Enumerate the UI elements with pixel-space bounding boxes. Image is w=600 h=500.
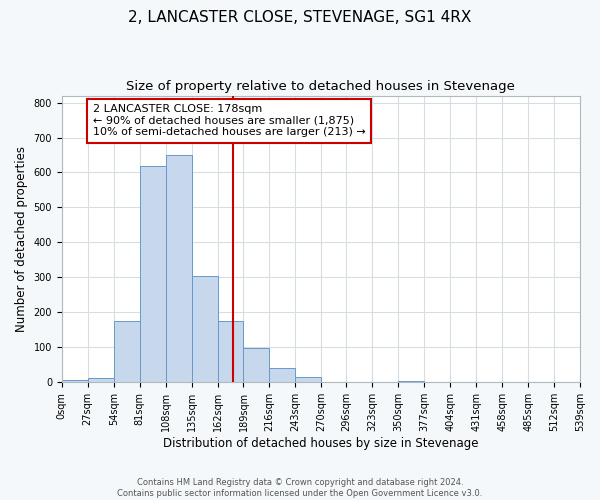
Bar (218, 321, 244, 382)
Bar (113, 321, 140, 382)
Text: 2, LANCASTER CLOSE, STEVENAGE, SG1 4RX: 2, LANCASTER CLOSE, STEVENAGE, SG1 4RX (128, 10, 472, 25)
Bar (398, 380, 424, 382)
Bar (140, 166, 166, 382)
Y-axis label: Number of detached properties: Number of detached properties (15, 146, 28, 332)
Bar (191, 276, 218, 382)
Bar (62, 380, 88, 382)
Title: Size of property relative to detached houses in Stevenage: Size of property relative to detached ho… (127, 80, 515, 93)
Text: Contains HM Land Registry data © Crown copyright and database right 2024.
Contai: Contains HM Land Registry data © Crown c… (118, 478, 482, 498)
X-axis label: Distribution of detached houses by size in Stevenage: Distribution of detached houses by size … (163, 437, 479, 450)
Bar (166, 155, 191, 382)
Bar (295, 378, 322, 382)
Bar (88, 378, 113, 382)
Bar (244, 348, 269, 382)
Bar (269, 368, 295, 382)
Text: 2 LANCASTER CLOSE: 178sqm
← 90% of detached houses are smaller (1,875)
10% of se: 2 LANCASTER CLOSE: 178sqm ← 90% of detac… (93, 104, 365, 138)
